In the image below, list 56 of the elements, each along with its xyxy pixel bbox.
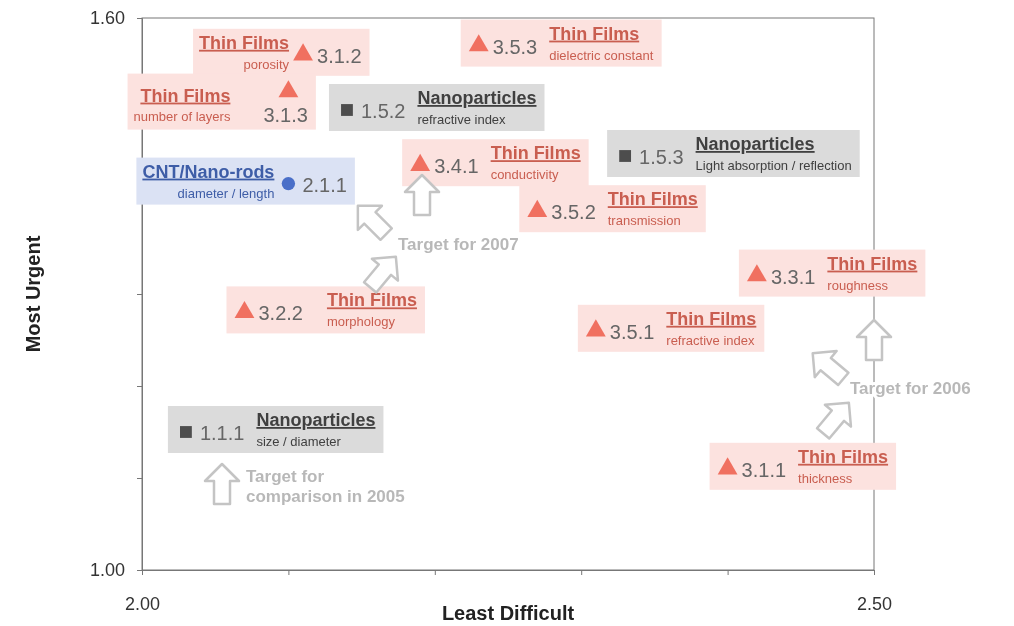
- annotation: 1.5.3: [639, 146, 684, 168]
- point: [278, 80, 299, 98]
- annotation: morphology: [326, 314, 396, 330]
- point: [234, 300, 255, 319]
- annotation: thickness: [798, 470, 853, 486]
- annotation: dielectric constant: [549, 47, 654, 63]
- point: [293, 43, 313, 61]
- annotation: porosity: [243, 56, 290, 72]
- text: Thin Films: [798, 446, 889, 467]
- annotation: number of layers: [133, 108, 231, 124]
- annotation: Target for 2007: [398, 235, 519, 254]
- text: Thin Films: [326, 290, 417, 311]
- text: Thin Films: [549, 23, 640, 44]
- annotation: transmission: [607, 213, 681, 229]
- annotation: roughness: [827, 277, 889, 293]
- text: Thin Films: [607, 189, 698, 210]
- annotation: 3.2.2: [258, 302, 303, 325]
- text: Thin Films: [666, 308, 757, 329]
- annotation: diameter / length: [177, 185, 275, 201]
- y-tick-label: 1.00: [89, 560, 125, 581]
- annotation: 3.5.2: [551, 201, 596, 224]
- point: [527, 199, 548, 217]
- point: [746, 264, 767, 282]
- text: Thin Films: [490, 143, 581, 164]
- annotation: 1.5.2: [360, 100, 406, 122]
- annotation: 3.1.3: [263, 103, 308, 126]
- annotation: conductivity: [490, 167, 560, 183]
- text: Nanoparticles: [417, 88, 537, 108]
- text: Thin Films: [140, 85, 231, 106]
- annotation: 1.1.1: [199, 422, 245, 444]
- point: [717, 457, 738, 475]
- annotation: Light absorption / reflection: [695, 158, 852, 173]
- annotation: refractive index: [666, 332, 755, 348]
- point: [410, 153, 431, 171]
- annotation: 3.1.1: [741, 458, 787, 481]
- text: Nanoparticles: [256, 410, 376, 430]
- series-label: CNT/Nano-rods: [142, 161, 275, 182]
- annotation: 3.3.1: [770, 265, 816, 288]
- x-tick-label: 2.50: [856, 593, 893, 614]
- y-axis-title: Most Urgent: [22, 235, 44, 353]
- point: [585, 319, 606, 337]
- text: Thin Films: [827, 253, 918, 274]
- series-label: Thin Films: [199, 32, 290, 53]
- annotation: 3.1.2: [317, 44, 362, 67]
- x-tick-label: 2.00: [124, 593, 161, 614]
- annotation: 3.5.1: [609, 320, 655, 343]
- annotation: Target for comparison in 2005: [246, 467, 405, 506]
- annotation: 2.1.1: [302, 173, 347, 196]
- y-tick-label: 1.60: [89, 8, 125, 29]
- text: Nanoparticles: [695, 134, 815, 154]
- point: [468, 34, 489, 52]
- annotation: 3.4.1: [434, 155, 479, 178]
- annotation: size / diameter: [256, 434, 342, 449]
- annotation: refractive index: [417, 112, 507, 127]
- x-axis-title: Least Difficult: [441, 602, 575, 624]
- annotation: 3.5.3: [492, 35, 538, 58]
